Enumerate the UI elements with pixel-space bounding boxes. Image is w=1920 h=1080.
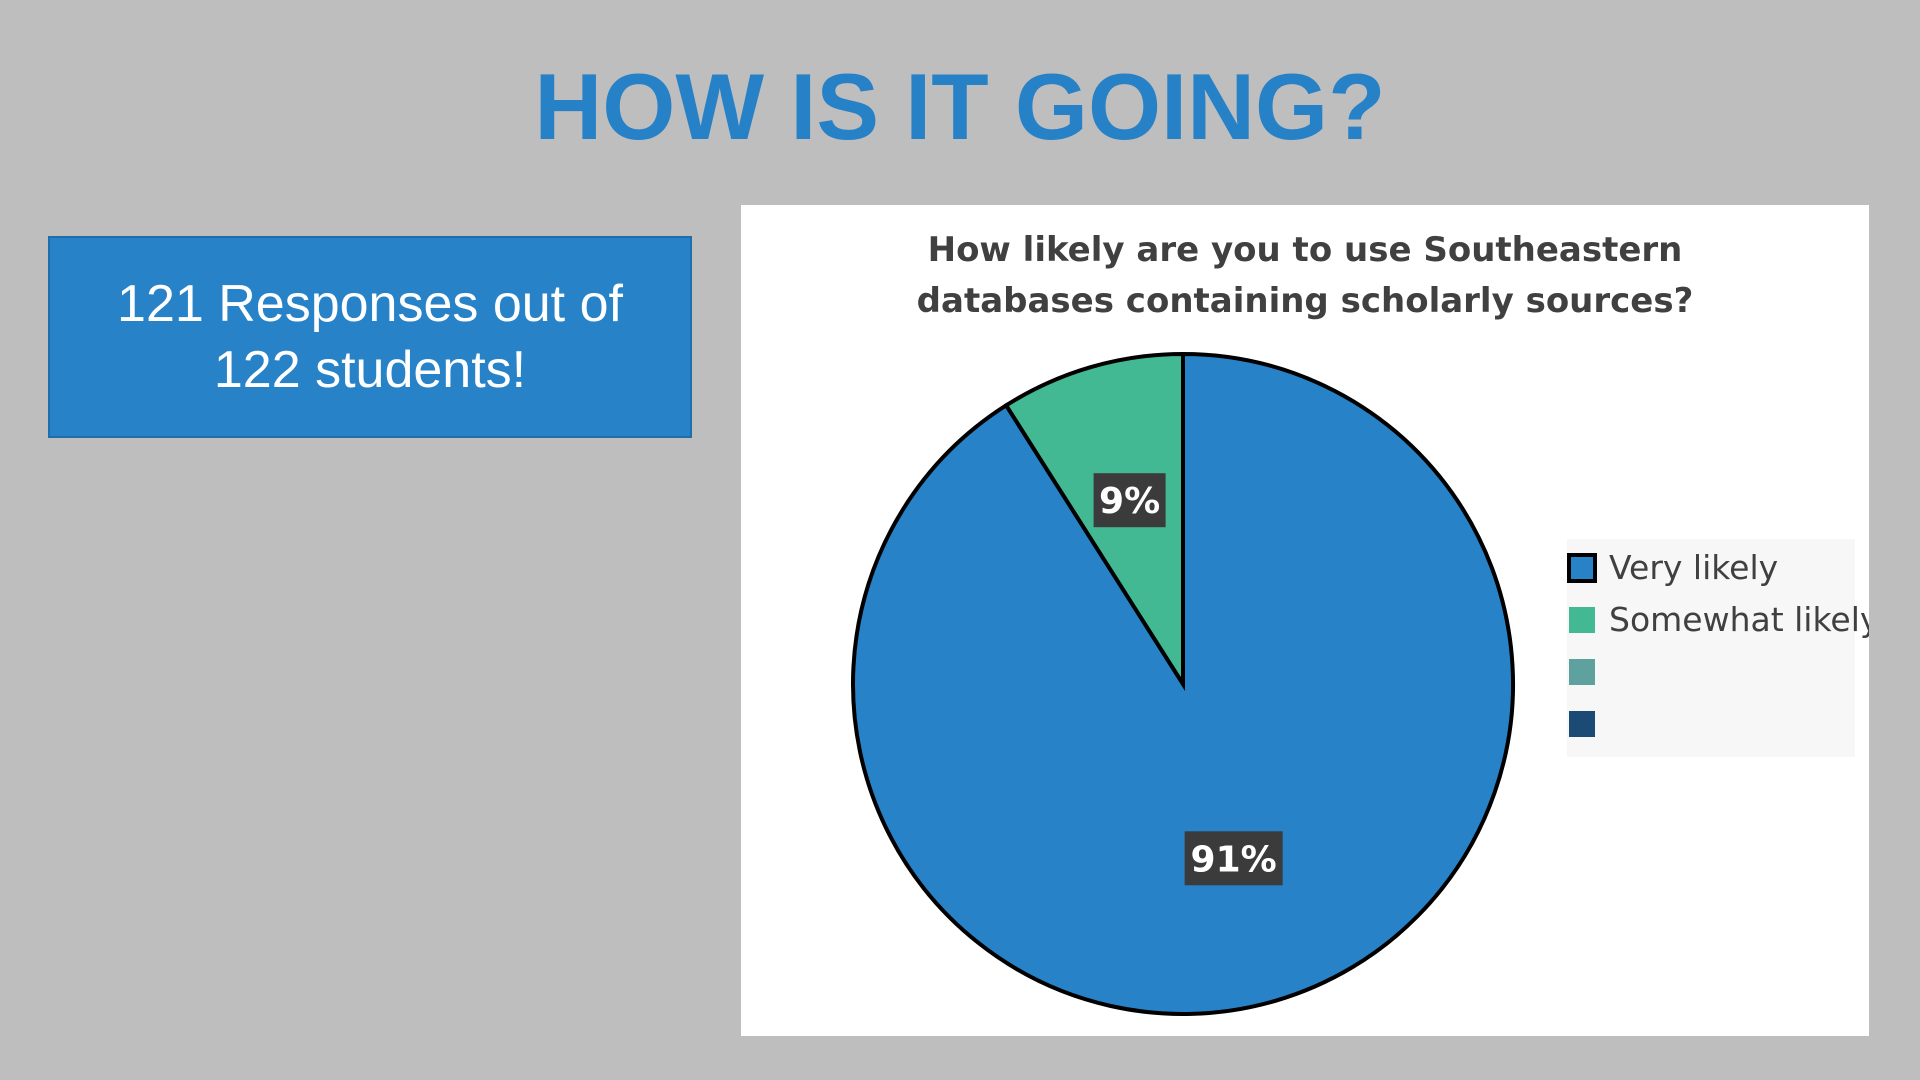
legend-label-very-likely: Very likely [1609, 548, 1778, 587]
chart-title-line-2: databases containing scholarly sources? [917, 281, 1694, 321]
legend-swatch-series-4 [1569, 711, 1595, 737]
chart-legend: Very likely Somewhat likely [1567, 539, 1869, 757]
pie-chart: How likely are you to use Southeastern d… [851, 230, 1869, 1016]
data-label-bg-very-likely [1184, 831, 1283, 886]
pie-chart-panel: How likely are you to use Southeastern d… [741, 205, 1869, 1036]
legend-swatch-somewhat-likely [1569, 607, 1595, 633]
data-labels: 91% 9% [1093, 473, 1283, 886]
pie-slices [851, 351, 1515, 1016]
responses-callout: 121 Responses out of 122 students! [48, 236, 692, 438]
responses-text: 121 Responses out of 122 students! [117, 275, 623, 399]
data-label-bg-somewhat-likely [1093, 473, 1166, 528]
chart-title-line-1: How likely are you to use Southeastern [928, 230, 1683, 270]
legend-background [1567, 539, 1855, 757]
legend-swatch-very-likely [1567, 553, 1597, 583]
data-label-somewhat-likely: 9% [1099, 481, 1160, 522]
data-label-very-likely: 91% [1191, 839, 1277, 880]
slide-title: HOW IS IT GOING? [534, 54, 1386, 159]
legend-swatch-series-3 [1569, 659, 1595, 685]
legend-label-somewhat-likely: Somewhat likely [1609, 600, 1869, 639]
